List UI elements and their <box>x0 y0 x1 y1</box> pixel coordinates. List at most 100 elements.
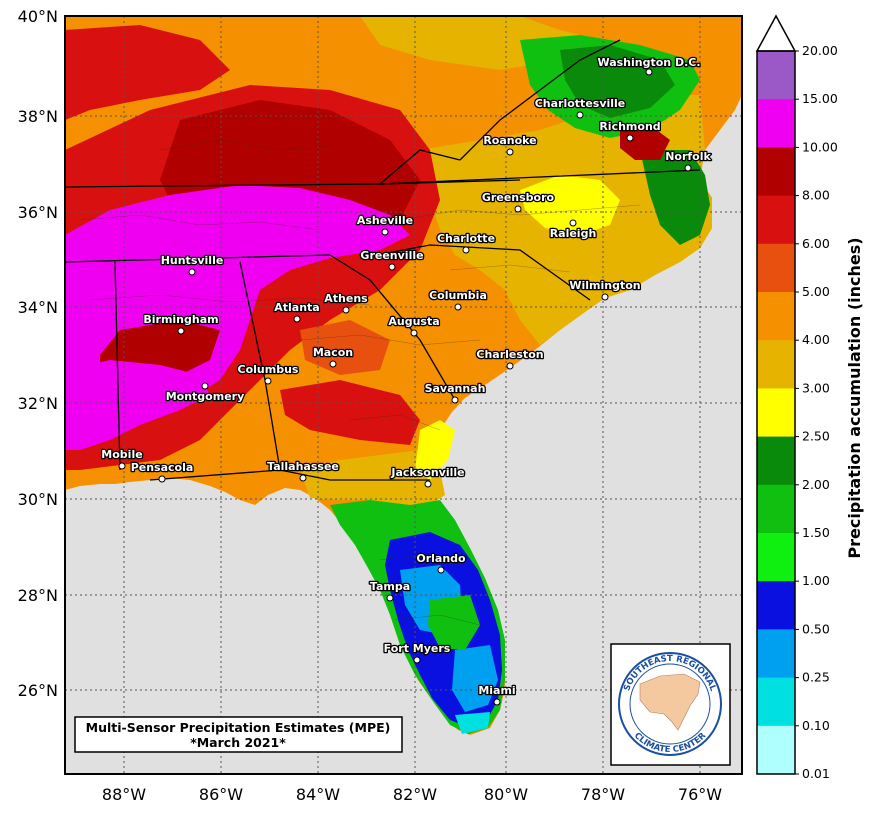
precip-zone-yellow <box>520 175 620 235</box>
city-marker: Jacksonville <box>389 465 466 488</box>
boundary-fl-north <box>149 469 430 481</box>
city-label: Raleigh <box>550 227 597 240</box>
colorbar-tick-label: 0.50 <box>802 621 830 636</box>
precip-zone-red-north <box>65 25 230 120</box>
city-dot <box>451 396 459 404</box>
city-label: Mobile <box>101 448 142 461</box>
colorbar-tick-label: 4.00 <box>802 332 830 347</box>
city-marker: Tallahassee <box>266 459 340 482</box>
lon-label: 82°W <box>393 785 437 804</box>
colorbar-ticks: 20.00 15.00 10.00 8.00 6.00 5.00 4.00 3.00 2.50 2… <box>795 43 838 781</box>
city-label: Wilmington <box>569 279 640 292</box>
colorbar-tick-label: 2.00 <box>802 477 830 492</box>
boundary-va-nc <box>379 169 701 185</box>
state-boundaries <box>65 39 701 481</box>
city-marker: Huntsville <box>159 253 225 276</box>
county-line <box>449 264 571 273</box>
city-marker: Asheville <box>356 213 414 236</box>
city-marker: Miami <box>477 683 517 706</box>
city-label: Miami <box>478 684 515 697</box>
colorbar-bin <box>757 533 795 582</box>
city-dot <box>506 362 514 370</box>
city-label: Washington D.C. <box>597 56 700 69</box>
city-label: Norfolk <box>665 150 711 163</box>
city-marker: Greenville <box>359 248 425 271</box>
city-marker: Macon <box>312 345 354 368</box>
map-title: Multi-Sensor Precipitation Estimates (MP… <box>86 720 391 735</box>
city-marker: Fort Myers <box>382 641 452 664</box>
colorbar-tick-label: 0.01 <box>802 766 830 781</box>
city-dot <box>388 263 396 271</box>
lon-label: 88°W <box>102 785 146 804</box>
map-title-box: Multi-Sensor Precipitation Estimates (MP… <box>74 716 403 753</box>
city-marker: Washington D.C. <box>596 55 702 76</box>
colorbar-bin <box>757 629 795 679</box>
city-marker: Mobile <box>100 447 144 470</box>
lat-label: 26°N <box>18 681 58 700</box>
city-label: Asheville <box>357 214 413 227</box>
boundary-nc-sc <box>359 244 591 301</box>
county-line <box>299 334 481 346</box>
lat-label: 30°N <box>18 490 58 509</box>
precip-zone-darkgreen-va <box>560 45 675 118</box>
boundary-tn-south <box>65 254 331 263</box>
colorbar-bin <box>757 725 795 775</box>
precip-zone-redorange <box>300 320 390 375</box>
lon-label: 86°W <box>199 785 243 804</box>
city-dot <box>626 134 634 142</box>
lat-label: 28°N <box>18 586 58 605</box>
city-dot <box>177 327 185 335</box>
city-marker: Tampa <box>369 579 411 602</box>
city-dot <box>462 246 470 254</box>
city-label: Columbus <box>238 363 299 376</box>
city-dot <box>506 148 514 156</box>
city-marker: Roanoke <box>482 133 538 156</box>
colorbar-bin <box>757 243 795 293</box>
city-dot <box>576 111 584 119</box>
city-marker: Charleston <box>475 347 545 370</box>
county-line <box>394 614 481 626</box>
city-dot <box>381 228 389 236</box>
city-marker: Wilmington <box>568 278 642 301</box>
city-label: Fort Myers <box>384 642 451 655</box>
colorbar-tick-label: 20.00 <box>802 43 838 58</box>
precip-zone-red-coast <box>280 380 420 445</box>
title-box-border <box>74 716 403 753</box>
city-dot <box>118 462 126 470</box>
county-mesh <box>79 139 641 626</box>
city-dot <box>342 306 350 314</box>
county-line <box>349 414 441 431</box>
precip-zone-pink-south <box>65 360 210 440</box>
colorbar-extend-arrow <box>755 14 797 52</box>
map-area: Washington D.C. Charlottesville Richmond Ro… <box>65 16 742 774</box>
latitude-labels: 40°N 38°N 36°N 34°N 32°N 30°N 28°N 26°N <box>18 7 58 700</box>
city-dot <box>493 698 501 706</box>
city-label: Pensacola <box>131 461 194 474</box>
city-label: Charleston <box>476 348 543 361</box>
city-label: Richmond <box>599 120 660 133</box>
city-marker: Columbia <box>428 288 488 311</box>
city-markers: Washington D.C. Charlottesville Richmond Ro… <box>100 55 713 706</box>
city-marker: Orlando <box>415 551 467 574</box>
colorbar-tick-label: 3.00 <box>802 380 830 395</box>
boundary-ky-va <box>379 149 461 185</box>
colorbar-bin <box>757 388 795 438</box>
city-dot <box>299 474 307 482</box>
city-marker: Pensacola <box>129 460 195 483</box>
colorbar-tick-label: 0.25 <box>802 670 830 685</box>
city-dot <box>264 377 272 385</box>
city-label: Tallahassee <box>267 460 339 473</box>
precip-zone-darkred-va <box>620 125 670 160</box>
city-label: Greenville <box>360 249 423 262</box>
colorbar-bins <box>757 51 795 775</box>
city-marker: Athens <box>323 291 369 314</box>
lon-label: 80°W <box>484 785 528 804</box>
lat-label: 38°N <box>18 107 58 126</box>
lat-label: 32°N <box>18 394 58 413</box>
sercc-logo: SOUTHEAST REGIONAL CLIMATE CENTER <box>610 643 731 766</box>
city-dot <box>201 382 209 390</box>
logo-region-shape <box>639 673 701 731</box>
city-label: Montgomery <box>166 390 245 403</box>
city-marker: Charlottesville <box>533 96 627 119</box>
